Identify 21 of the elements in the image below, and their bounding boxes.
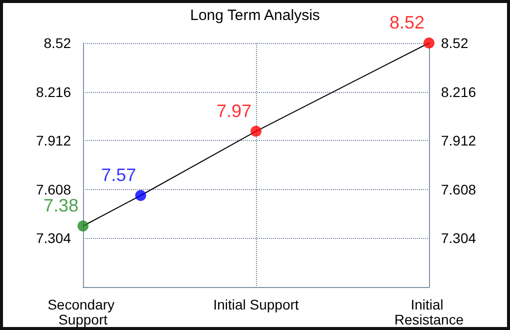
point (424, 38, 434, 48)
point (78, 220, 88, 232)
point (135, 190, 146, 201)
y2-tick-label: 8.52 (441, 35, 468, 51)
data-label: 8.52 (389, 12, 425, 32)
y-tick-label: 7.608 (36, 181, 72, 198)
y-tick-label: 8.216 (36, 84, 72, 100)
y2-tick-label: 8.216 (441, 84, 476, 100)
y2-tick-label: 7.304 (441, 230, 476, 246)
y2-tick-label: 7.912 (441, 132, 476, 149)
data-label: 7.57 (101, 165, 136, 185)
x-tick-label: Initial Resistance (394, 296, 464, 328)
data-label: 7.38 (43, 196, 79, 216)
point (250, 126, 262, 137)
y-tick-label: 7.304 (36, 230, 72, 246)
chart-title: Long Term Analysis (190, 7, 320, 24)
data-label: 7.97 (216, 100, 252, 121)
y-tick-label: 7.912 (36, 132, 72, 149)
x-tick-label: Initial Support (213, 296, 299, 312)
y2-tick-label: 7.608 (441, 181, 476, 198)
y-tick-label: 8.52 (44, 35, 72, 51)
